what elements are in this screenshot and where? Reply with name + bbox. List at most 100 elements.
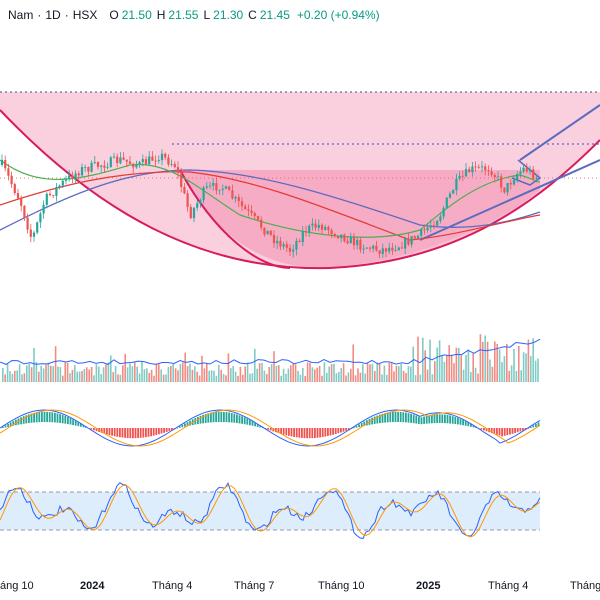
candle-body[interactable] xyxy=(522,167,525,172)
candle-body[interactable] xyxy=(199,200,202,204)
candle-body[interactable] xyxy=(416,235,420,239)
candle-body[interactable] xyxy=(212,183,215,186)
candle-body[interactable] xyxy=(96,162,100,167)
candle-body[interactable] xyxy=(282,244,285,247)
candle-body[interactable] xyxy=(490,171,493,176)
candle-body[interactable] xyxy=(477,166,480,168)
candle-body[interactable] xyxy=(304,231,308,233)
inner-cup-curve[interactable] xyxy=(179,169,291,269)
macd-pane[interactable] xyxy=(0,409,541,447)
candle-body[interactable] xyxy=(356,239,359,246)
candle-body[interactable] xyxy=(528,169,532,172)
candle-body[interactable] xyxy=(103,165,106,168)
candle-body[interactable] xyxy=(493,175,496,178)
stochastic-pane[interactable] xyxy=(0,482,541,540)
candle-body[interactable] xyxy=(436,220,439,226)
candle-body[interactable] xyxy=(112,156,116,158)
candle-body[interactable] xyxy=(125,159,128,162)
candle-body[interactable] xyxy=(13,184,16,194)
trend-line-upper[interactable] xyxy=(519,104,600,161)
candle-body[interactable] xyxy=(39,213,42,223)
symbol-name[interactable]: Nam xyxy=(8,8,34,22)
candle-body[interactable] xyxy=(256,216,260,220)
candle-body[interactable] xyxy=(90,162,93,172)
candle-body[interactable] xyxy=(128,161,132,164)
candle-body[interactable] xyxy=(375,245,378,251)
candle-body[interactable] xyxy=(423,229,426,231)
candle-body[interactable] xyxy=(109,157,112,168)
candle-body[interactable] xyxy=(237,196,240,202)
candle-body[interactable] xyxy=(400,247,404,249)
candle-body[interactable] xyxy=(346,241,349,244)
candle-body[interactable] xyxy=(378,250,381,254)
candle-body[interactable] xyxy=(221,188,224,190)
candle-body[interactable] xyxy=(208,185,212,187)
candle-body[interactable] xyxy=(119,157,122,164)
candle-body[interactable] xyxy=(183,186,186,194)
candle-body[interactable] xyxy=(196,203,199,208)
candle-body[interactable] xyxy=(432,225,436,227)
candle-body[interactable] xyxy=(448,193,452,198)
candle-body[interactable] xyxy=(404,238,407,249)
candle-body[interactable] xyxy=(68,175,71,179)
candle-body[interactable] xyxy=(189,206,192,219)
candle-body[interactable] xyxy=(397,247,400,251)
candle-body[interactable] xyxy=(180,173,183,187)
candle-body[interactable] xyxy=(167,157,170,165)
candle-body[interactable] xyxy=(138,162,141,165)
candle-body[interactable] xyxy=(381,248,384,254)
candle-body[interactable] xyxy=(352,236,356,246)
candle-body[interactable] xyxy=(10,175,13,185)
candle-body[interactable] xyxy=(16,193,20,199)
interval-label[interactable]: 1D xyxy=(45,8,61,22)
candle-body[interactable] xyxy=(368,247,372,249)
candle-body[interactable] xyxy=(52,195,55,196)
candle-body[interactable] xyxy=(176,167,180,174)
candle-body[interactable] xyxy=(4,160,7,169)
candle-body[interactable] xyxy=(474,166,477,168)
candle-body[interactable] xyxy=(525,167,528,172)
candle-body[interactable] xyxy=(93,162,96,163)
candle-body[interactable] xyxy=(61,180,64,186)
candle-body[interactable] xyxy=(148,156,151,165)
candle-body[interactable] xyxy=(442,208,445,217)
candle-body[interactable] xyxy=(23,205,26,218)
candle-body[interactable] xyxy=(426,227,429,231)
macd-signal-line[interactable] xyxy=(0,409,541,447)
candle-body[interactable] xyxy=(324,226,327,230)
stoch-k-line[interactable] xyxy=(0,482,541,540)
price-candles[interactable] xyxy=(0,149,538,259)
candle-body[interactable] xyxy=(519,171,522,175)
candle-body[interactable] xyxy=(32,232,36,237)
candle-body[interactable] xyxy=(384,248,388,252)
candle-body[interactable] xyxy=(349,236,352,244)
candle-body[interactable] xyxy=(464,169,468,177)
candle-body[interactable] xyxy=(247,209,250,211)
candle-body[interactable] xyxy=(509,183,512,185)
candle-body[interactable] xyxy=(458,175,461,179)
candle-body[interactable] xyxy=(288,247,292,252)
candle-body[interactable] xyxy=(218,189,221,191)
candle-body[interactable] xyxy=(410,236,413,245)
candle-body[interactable] xyxy=(276,240,279,244)
candle-body[interactable] xyxy=(77,173,80,176)
candle-body[interactable] xyxy=(506,183,509,193)
candle-body[interactable] xyxy=(231,190,234,199)
candle-body[interactable] xyxy=(164,153,167,158)
candle-body[interactable] xyxy=(144,159,148,165)
candle-body[interactable] xyxy=(250,210,253,214)
candle-body[interactable] xyxy=(170,163,173,165)
candle-body[interactable] xyxy=(314,223,317,228)
candle-body[interactable] xyxy=(132,163,135,168)
candle-body[interactable] xyxy=(327,226,330,231)
candle-body[interactable] xyxy=(141,159,144,163)
candle-body[interactable] xyxy=(512,180,516,185)
candle-body[interactable] xyxy=(160,153,164,161)
candle-body[interactable] xyxy=(420,229,423,236)
candle-body[interactable] xyxy=(192,207,196,219)
symbol-legend[interactable]: Nam · 1D · HSX O 21.50 H 21.55 L 21.30 C 21.… xyxy=(8,8,380,22)
candle-body[interactable] xyxy=(224,186,228,189)
candle-body[interactable] xyxy=(372,245,375,249)
candle-body[interactable] xyxy=(87,167,90,172)
